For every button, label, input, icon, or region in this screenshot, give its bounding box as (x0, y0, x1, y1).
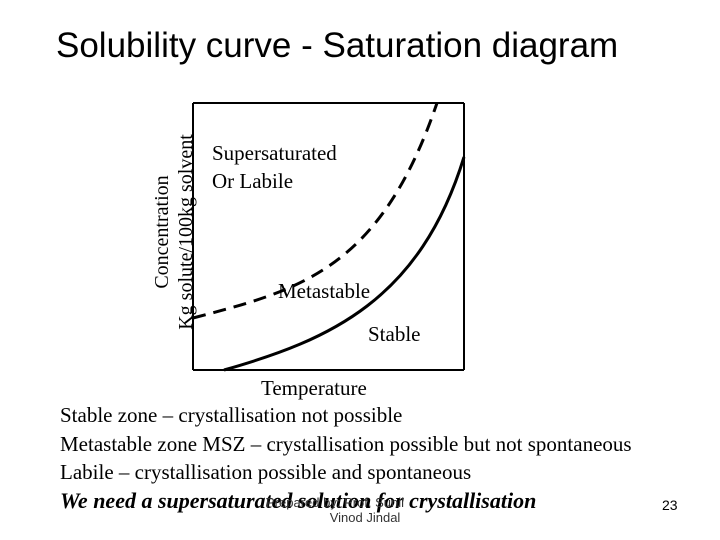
supersaturated-label-line1: Supersaturated (212, 141, 337, 165)
supersaturated-region-label: Supersaturated Or Labile (212, 139, 337, 195)
notes-list: Stable zone – crystallisation not possib… (60, 401, 632, 515)
note-conclusion: We need a supersaturated solution for cr… (60, 487, 537, 513)
page-number: 23 (662, 497, 678, 513)
footer-line1: Prepared by: Prof. Sunil (266, 495, 405, 510)
solubility-curve (223, 156, 466, 372)
note-stable-zone: Stable zone – crystallisation not possib… (60, 403, 403, 427)
footer-author: Vinod Jindal (329, 510, 401, 525)
metastable-region-label: Metastable (278, 279, 371, 303)
supersolubility-curve (192, 102, 439, 320)
note-metastable-zone: Metastable zone MSZ – crystallisation po… (60, 431, 632, 456)
x-axis-label: Temperature (261, 376, 367, 400)
slide-title: Solubility curve - Saturation diagram (56, 26, 619, 65)
slide-footer: Prepared by: Prof. Sunil Vinod Jindal (266, 495, 404, 525)
stable-region-label: Stable (368, 322, 421, 346)
note-labile-zone: Labile – crystallisation possible and sp… (60, 460, 472, 484)
supersaturated-label-line2: Or Labile (212, 169, 294, 193)
